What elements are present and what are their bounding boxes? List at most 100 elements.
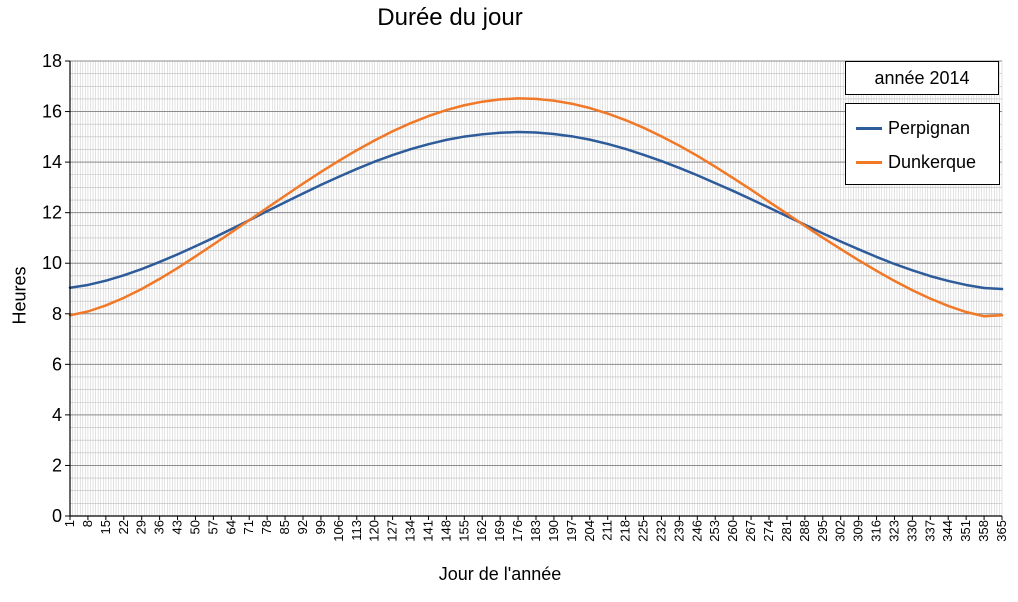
y-tick-label: 6 bbox=[52, 354, 62, 374]
data-point-perpignan bbox=[785, 215, 789, 218]
data-point-dunkerque bbox=[875, 269, 878, 273]
data-point-perpignan bbox=[355, 167, 358, 171]
x-tick-label: 274 bbox=[761, 520, 776, 542]
data-point-perpignan bbox=[696, 174, 699, 177]
data-point-dunkerque bbox=[337, 159, 341, 163]
data-point-dunkerque bbox=[714, 165, 717, 168]
y-tick-label: 12 bbox=[42, 203, 62, 223]
data-point-dunkerque bbox=[767, 200, 771, 203]
data-point-perpignan bbox=[391, 153, 394, 157]
x-tick-label: 225 bbox=[636, 520, 651, 542]
data-point-dunkerque bbox=[552, 99, 556, 102]
data-point-dunkerque bbox=[696, 154, 699, 157]
data-point-dunkerque bbox=[86, 310, 90, 313]
y-axis-label: Heures bbox=[9, 266, 30, 325]
x-tick-label: 78 bbox=[259, 520, 274, 534]
x-tick-label: 358 bbox=[976, 520, 991, 542]
x-tick-label: 246 bbox=[689, 520, 704, 542]
x-tick-label: 134 bbox=[403, 520, 418, 542]
legend-item-perpignan: Perpignan bbox=[856, 116, 970, 140]
x-tick-label: 106 bbox=[331, 520, 346, 542]
x-tick-label: 155 bbox=[456, 520, 471, 542]
x-tick-label: 365 bbox=[994, 520, 1009, 542]
data-point-dunkerque bbox=[176, 266, 179, 270]
data-point-dunkerque bbox=[212, 243, 215, 246]
x-tick-label: 92 bbox=[295, 520, 310, 534]
chart-legend: Perpignan Dunkerque bbox=[845, 103, 1000, 185]
data-point-perpignan bbox=[194, 245, 197, 248]
x-tick-label: 288 bbox=[797, 520, 812, 542]
data-point-dunkerque bbox=[248, 219, 251, 222]
data-point-dunkerque bbox=[785, 212, 789, 215]
data-point-perpignan bbox=[122, 274, 125, 277]
x-tick-label: 351 bbox=[958, 520, 973, 542]
data-point-perpignan bbox=[606, 142, 609, 146]
x-tick-label: 260 bbox=[725, 520, 740, 542]
x-tick-label: 316 bbox=[869, 520, 884, 542]
x-tick-label: 239 bbox=[671, 520, 686, 542]
x-tick-label: 85 bbox=[277, 520, 292, 534]
data-point-perpignan bbox=[158, 260, 161, 264]
x-tick-label: 169 bbox=[492, 520, 507, 542]
y-tick-label: 10 bbox=[42, 253, 62, 273]
data-point-perpignan bbox=[570, 135, 574, 138]
data-point-perpignan bbox=[445, 138, 448, 142]
data-point-dunkerque bbox=[534, 97, 538, 101]
data-point-dunkerque bbox=[964, 310, 968, 314]
data-point-perpignan bbox=[857, 248, 860, 251]
x-tick-label: 183 bbox=[528, 520, 543, 542]
data-point-perpignan bbox=[373, 160, 376, 163]
data-point-perpignan bbox=[86, 283, 90, 287]
data-point-dunkerque bbox=[319, 170, 323, 174]
data-point-perpignan bbox=[283, 201, 287, 204]
data-point-perpignan bbox=[624, 147, 627, 151]
data-point-dunkerque bbox=[857, 258, 860, 262]
y-tick-label: 16 bbox=[42, 102, 62, 122]
legend-item-dunkerque: Dunkerque bbox=[856, 150, 976, 174]
data-point-dunkerque bbox=[570, 102, 574, 105]
data-point-perpignan bbox=[140, 267, 143, 271]
x-tick-label: 204 bbox=[582, 520, 597, 542]
y-tick-label: 4 bbox=[52, 405, 62, 425]
data-point-perpignan bbox=[212, 236, 215, 240]
x-tick-label: 302 bbox=[833, 520, 848, 542]
legend-swatch-perpignan bbox=[856, 126, 882, 130]
x-tick-label: 71 bbox=[241, 520, 256, 534]
x-tick-label: 309 bbox=[851, 520, 866, 542]
data-point-perpignan bbox=[319, 183, 323, 187]
data-point-perpignan bbox=[731, 189, 735, 193]
data-point-dunkerque bbox=[230, 231, 233, 234]
x-tick-label: 176 bbox=[510, 520, 525, 542]
data-point-perpignan bbox=[893, 262, 896, 266]
x-tick-label: 323 bbox=[886, 520, 901, 542]
data-point-perpignan bbox=[678, 166, 681, 170]
data-point-perpignan bbox=[714, 181, 717, 185]
x-tick-label: 148 bbox=[438, 520, 453, 542]
data-point-perpignan bbox=[337, 175, 341, 178]
data-point-dunkerque bbox=[409, 121, 412, 125]
legend-label-perpignan: Perpignan bbox=[888, 117, 971, 138]
data-point-perpignan bbox=[875, 255, 878, 259]
data-point-perpignan bbox=[463, 135, 466, 138]
data-point-dunkerque bbox=[642, 126, 645, 129]
data-point-perpignan bbox=[230, 227, 233, 231]
data-point-perpignan bbox=[534, 131, 538, 134]
x-tick-label: 1 bbox=[62, 520, 77, 527]
data-point-perpignan bbox=[481, 133, 484, 136]
data-point-perpignan bbox=[301, 192, 305, 195]
x-tick-label: 120 bbox=[367, 520, 382, 542]
data-point-dunkerque bbox=[158, 277, 161, 281]
data-point-dunkerque bbox=[265, 206, 269, 210]
chart-title: Durée du jour bbox=[377, 4, 523, 31]
data-point-perpignan bbox=[660, 159, 663, 163]
x-tick-label: 232 bbox=[653, 520, 668, 542]
data-point-perpignan bbox=[911, 269, 914, 272]
data-point-perpignan bbox=[947, 279, 950, 283]
x-tick-label: 218 bbox=[618, 520, 633, 542]
legend-label-dunkerque: Dunkerque bbox=[888, 151, 977, 172]
data-point-perpignan bbox=[176, 253, 179, 256]
x-tick-label: 211 bbox=[600, 520, 615, 541]
data-point-dunkerque bbox=[301, 182, 305, 185]
minor-gridlines bbox=[69, 60, 1003, 517]
data-point-perpignan bbox=[265, 209, 269, 213]
